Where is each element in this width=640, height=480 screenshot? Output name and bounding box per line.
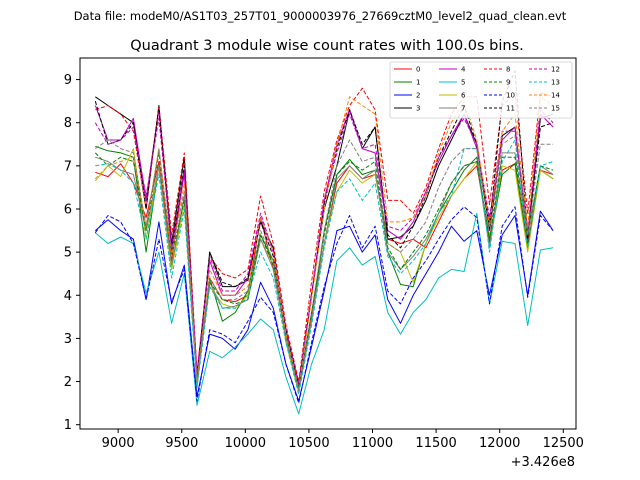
y-tick-label: 6 (64, 202, 72, 217)
series-line-2 (94, 210, 554, 402)
y-tick-label: 2 (64, 375, 72, 390)
legend-label-8: 8 (506, 66, 510, 74)
series-line-15 (95, 135, 554, 389)
data-file-header: Data file: modeM0/AS1T03_257T01_90000039… (74, 9, 567, 23)
legend-label-3: 3 (416, 105, 420, 113)
legend-label-6: 6 (461, 92, 466, 100)
legend-label-14: 14 (551, 92, 560, 100)
legend-label-10: 10 (506, 92, 515, 100)
legend-label-13: 13 (551, 79, 560, 87)
series-line-14 (94, 96, 554, 389)
legend-label-12: 12 (551, 66, 560, 74)
series-line-13 (95, 139, 554, 395)
legend-label-7: 7 (461, 105, 465, 113)
y-tick-label: 4 (64, 289, 72, 304)
legend-label-11: 11 (506, 105, 515, 113)
legend-label-9: 9 (506, 79, 510, 87)
y-axis: 1 2 3 4 5 6 7 8 9 (64, 73, 80, 433)
y-tick-label: 3 (64, 332, 72, 347)
legend-label-1: 1 (416, 79, 420, 87)
x-tick-label: 11500 (415, 436, 456, 451)
legend-label-4: 4 (461, 66, 466, 74)
legend-label-5: 5 (461, 79, 465, 87)
series-line-12 (94, 109, 554, 385)
series-layer (94, 70, 554, 415)
y-tick-label: 5 (64, 246, 72, 261)
y-tick-label: 9 (64, 73, 72, 88)
legend-box (389, 61, 573, 119)
legend-label-15: 15 (551, 105, 560, 113)
y-tick-label: 8 (64, 116, 72, 131)
x-tick-label: 11000 (352, 436, 393, 451)
x-tick-label: 12000 (479, 436, 520, 451)
x-tick-label: 10000 (225, 436, 266, 451)
x-tick-label: 12500 (543, 436, 584, 451)
y-tick-label: 7 (64, 159, 72, 174)
y-tick-label: 1 (64, 418, 72, 433)
x-tick-label: 10500 (288, 436, 329, 451)
plot-frame (79, 57, 577, 430)
chart-title: Quadrant 3 module wise count rates with … (130, 38, 524, 54)
series-line-5 (94, 212, 554, 415)
series-line-10 (94, 206, 554, 404)
x-axis-offset-label: +3.426e8 (511, 455, 575, 470)
legend-label-2: 2 (416, 92, 420, 100)
x-tick-label: 9500 (165, 436, 198, 451)
x-tick-label: 9000 (102, 436, 135, 451)
x-axis: 9000 9500 10000 10500 11000 11500 12000 12500 (102, 429, 584, 451)
legend-label-0: 0 (416, 66, 420, 74)
